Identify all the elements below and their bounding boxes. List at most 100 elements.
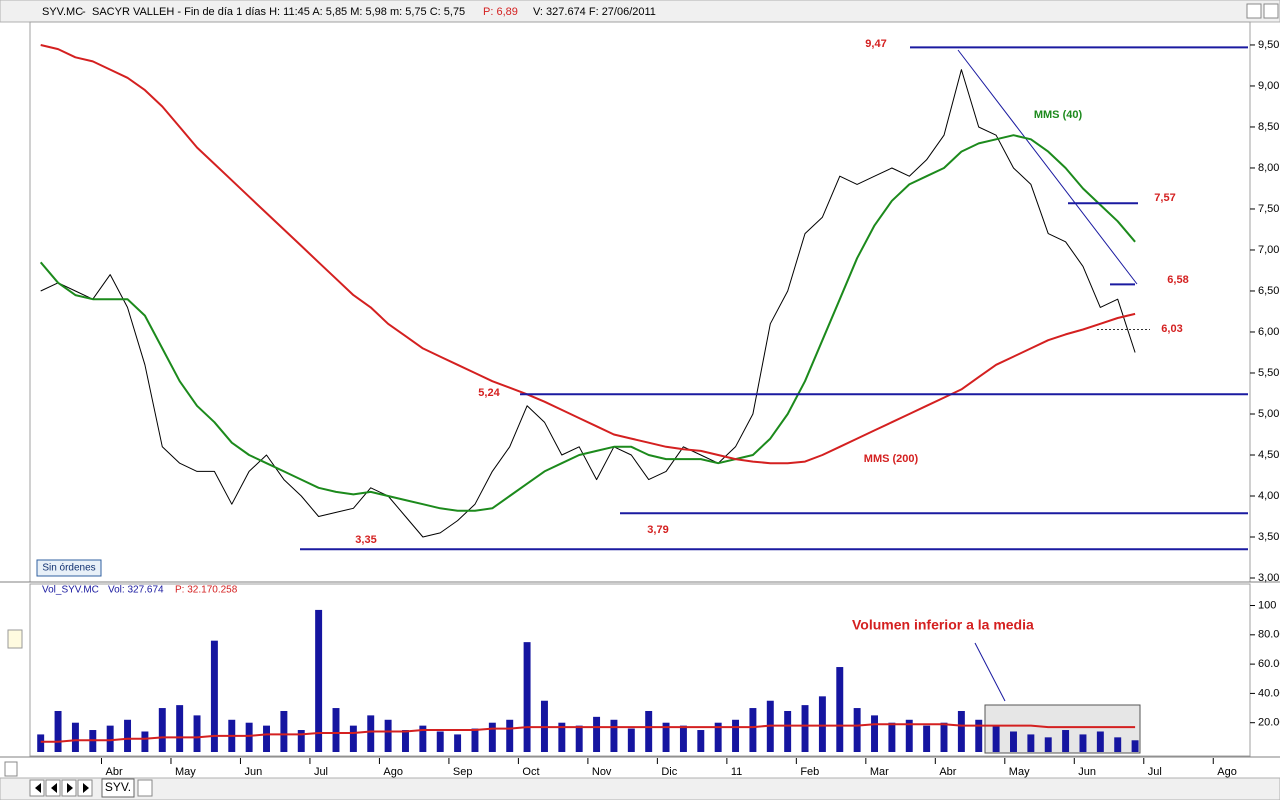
y-tick-label: 6,50 bbox=[1258, 285, 1279, 297]
series-label: MMS (40) bbox=[1034, 109, 1083, 121]
volume-bar bbox=[714, 722, 722, 752]
x-tick-label: Jul bbox=[1148, 766, 1162, 778]
volume-bar bbox=[975, 719, 983, 752]
scroll-button[interactable] bbox=[4, 761, 18, 777]
x-tick-label: May bbox=[175, 766, 196, 778]
volume-average bbox=[40, 723, 1136, 743]
volume-bar bbox=[818, 696, 826, 752]
volume-bar bbox=[1044, 737, 1052, 752]
header-info: V: 327.674 F: 27/06/2011 bbox=[533, 6, 656, 18]
volume-bar bbox=[523, 642, 531, 752]
volume-bar bbox=[957, 710, 965, 752]
header-button[interactable] bbox=[1263, 3, 1279, 19]
header-button[interactable] bbox=[1246, 3, 1262, 19]
volume-name: Vol_SYV.MC bbox=[42, 585, 99, 596]
y-tick-label: 5,50 bbox=[1258, 367, 1279, 379]
volume-bar bbox=[732, 719, 740, 752]
symbol: SYV.MC bbox=[42, 6, 83, 18]
volume-bar bbox=[610, 719, 618, 752]
volume-bar bbox=[1131, 740, 1139, 752]
volume-bar bbox=[593, 716, 601, 752]
volume-bar bbox=[402, 730, 409, 752]
y-tick-label: 40.00 bbox=[1258, 687, 1280, 699]
level-label: 5,24 bbox=[478, 387, 500, 399]
volume-bar bbox=[558, 722, 566, 752]
volume-bar bbox=[419, 725, 427, 752]
x-tick-label: Feb bbox=[800, 766, 819, 778]
level-label: 3,79 bbox=[647, 524, 668, 536]
y-tick-label: 3,50 bbox=[1258, 531, 1279, 543]
x-tick-label: Jun bbox=[1078, 766, 1096, 778]
volume-last: P: 32.170.258 bbox=[175, 585, 238, 596]
sheet-tab-label[interactable]: SYV. bbox=[105, 780, 131, 794]
sheet-tab[interactable] bbox=[101, 778, 135, 798]
volume-bar bbox=[263, 725, 270, 752]
y-tick-label: 6,00 bbox=[1258, 326, 1279, 338]
orders-button[interactable] bbox=[36, 559, 102, 577]
x-tick-label: Dic bbox=[661, 766, 677, 778]
separator: - bbox=[82, 6, 86, 18]
y-tick-label: 7,00 bbox=[1258, 244, 1279, 256]
x-tick-label: May bbox=[1009, 766, 1030, 778]
volume-bar bbox=[836, 667, 844, 752]
volume-bar bbox=[297, 730, 305, 752]
x-tick-label: Ago bbox=[383, 766, 403, 778]
volume-bar bbox=[697, 730, 705, 752]
volume-bar bbox=[575, 725, 583, 752]
volume-bar bbox=[801, 705, 809, 752]
volume-info: Vol: 327.674 bbox=[108, 585, 164, 596]
volume-bar bbox=[645, 710, 653, 752]
volume-bar bbox=[506, 719, 514, 752]
volume-bar bbox=[662, 722, 670, 752]
last-price: P: 6,89 bbox=[483, 6, 518, 18]
tab-scroll[interactable] bbox=[137, 779, 153, 797]
level-label: 6,58 bbox=[1167, 274, 1188, 286]
moving-average bbox=[39, 134, 1136, 512]
level-label: 3,35 bbox=[355, 534, 376, 546]
x-tick-label: 11 bbox=[731, 766, 742, 778]
trend-line bbox=[957, 49, 1138, 285]
y-tick-label: 9,00 bbox=[1258, 80, 1279, 92]
volume-bar bbox=[71, 722, 79, 752]
level-label: 7,57 bbox=[1154, 192, 1175, 204]
volume-bar bbox=[923, 725, 931, 752]
series-label: MMS (200) bbox=[864, 453, 919, 465]
y-tick-label: 8,00 bbox=[1258, 162, 1279, 174]
volume-bar bbox=[54, 710, 62, 752]
x-tick-label: Oct bbox=[522, 766, 539, 778]
x-tick-label: Ago bbox=[1217, 766, 1237, 778]
volume-bar bbox=[384, 719, 392, 752]
y-tick-label: 100 bbox=[1258, 599, 1276, 611]
price-line bbox=[40, 69, 1136, 538]
volume-bar bbox=[158, 708, 166, 752]
volume-bar bbox=[124, 719, 132, 752]
y-tick-label: 20.00 bbox=[1258, 717, 1280, 729]
volume-bar bbox=[1027, 734, 1035, 752]
volume-bar bbox=[471, 728, 479, 752]
level-label: 9,47 bbox=[865, 38, 886, 50]
side-marker bbox=[7, 629, 23, 649]
x-tick-label: Abr bbox=[939, 766, 956, 778]
volume-bar bbox=[315, 609, 323, 752]
volume-bar bbox=[888, 722, 896, 752]
x-tick-label: Jun bbox=[244, 766, 262, 778]
header-info: SACYR VALLEH - Fin de día 1 días H: 11:4… bbox=[92, 6, 465, 18]
y-tick-label: 4,00 bbox=[1258, 490, 1279, 502]
volume-bar bbox=[992, 725, 1000, 752]
volume-bar bbox=[1096, 731, 1104, 752]
volume-bar bbox=[245, 722, 253, 752]
volume-bar bbox=[332, 708, 340, 752]
volume-bar bbox=[488, 722, 496, 752]
orders-button-label[interactable]: Sin órdenes bbox=[42, 563, 95, 574]
x-tick-label: Abr bbox=[105, 766, 122, 778]
volume-bar bbox=[679, 725, 687, 752]
volume-bar bbox=[176, 705, 184, 752]
volume-bar bbox=[1010, 731, 1017, 752]
volume-bar bbox=[940, 722, 948, 752]
volume-bar bbox=[210, 640, 218, 752]
annotation-pointer bbox=[974, 642, 1006, 702]
volume-bar bbox=[871, 715, 878, 752]
volume-bar bbox=[1114, 737, 1122, 752]
volume-bar bbox=[349, 725, 357, 752]
y-tick-label: 80.00 bbox=[1258, 629, 1280, 641]
